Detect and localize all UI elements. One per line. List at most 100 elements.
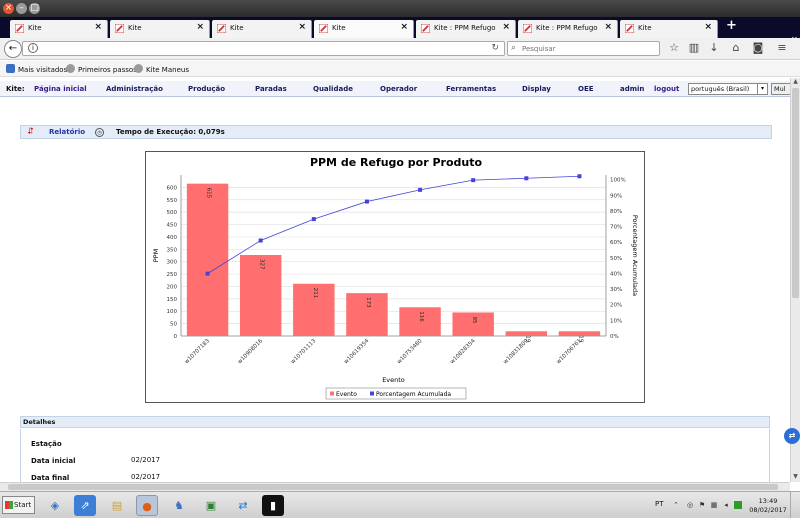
browser-tab[interactable]: Kite × [620,20,718,38]
reload-icon[interactable]: ↻ [491,43,499,53]
tray-app-icon[interactable]: ◎ [686,501,694,509]
multi-button[interactable]: Mul [771,83,790,95]
chart-title: PPM de Refugo por Produto [310,156,483,169]
taskbar-terminal-icon[interactable]: ▮ [262,495,284,516]
bookmark-star-icon[interactable]: ☆ [669,41,679,54]
chart-bar [399,307,441,336]
browser-tab[interactable]: Kite × [212,20,312,38]
window-title-bar: × – □ [0,0,800,17]
browser-tab[interactable]: Kite : PPM Refugo × [416,20,516,38]
tab-close-icon[interactable]: × [604,22,612,32]
downloads-icon[interactable]: ↓ [709,41,719,54]
browser-tab-strip: Kite × Kite × Kite × Kite × Kite : PPM R… [0,17,800,44]
vertical-scroll-thumb[interactable] [792,88,799,298]
menu-item-quality[interactable]: Qualidade [313,85,353,93]
library-icon[interactable]: ▥ [688,41,700,54]
window-close-button[interactable]: × [3,3,14,14]
tab-close-icon[interactable]: × [502,22,510,32]
chart-bar [452,312,494,336]
taskbar-firefox-icon[interactable]: ● [136,495,158,516]
cumulative-point [364,199,369,204]
taskbar-clock[interactable]: 13:49 08/02/2017 [749,497,787,514]
bar-data-label: 19 [524,335,530,342]
new-tab-button[interactable]: + [726,18,737,33]
bookmark-item[interactable]: Primeiros passos [66,64,137,74]
y-tick-label: 300 [167,260,178,266]
bar-data-label: 116 [418,311,424,322]
browser-tab[interactable]: Kite × [110,20,210,38]
y-tick-label: 0 [174,334,178,340]
language-select[interactable]: português (Brasil) ▾ [688,83,768,95]
menu-item-administration[interactable]: Administração [106,85,163,93]
taskbar-ie-icon[interactable]: ◈ [50,499,60,512]
bookmark-item[interactable]: Mais visitados [6,64,67,74]
menu-item-logout[interactable]: logout [654,85,680,93]
show-desktop-button[interactable] [790,492,800,518]
bar-data-label: 95 [471,316,477,323]
search-bar[interactable]: ⌕ [507,41,660,56]
globe-icon [134,64,143,73]
menu-item-home[interactable]: Página inicial [34,85,87,93]
browser-tab[interactable]: Kite × [10,20,108,38]
pdf-icon[interactable]: ⮃ [27,127,35,137]
menu-item-production[interactable]: Produção [188,85,226,93]
tray-app-icon[interactable]: ⚑ [698,501,706,509]
back-button[interactable]: ← [4,40,22,58]
menu-item-tools[interactable]: Ferramentas [446,85,497,93]
horizontal-scrollbar[interactable] [0,482,790,491]
tray-volume-icon[interactable]: ◂ [724,501,728,509]
menu-item-stops[interactable]: Paradas [255,85,287,93]
pocket-icon[interactable]: ◙ [752,41,764,54]
x-tick-label: w10619354 [343,338,371,366]
tray-network-icon[interactable]: ▦ [710,501,718,509]
menu-item-oee[interactable]: OEE [578,85,594,93]
y2-tick-label: 40% [610,271,622,277]
y-tick-label: 550 [167,198,178,204]
menu-item-operator[interactable]: Operador [380,85,418,93]
tab-close-icon[interactable]: × [94,22,102,32]
chart-bar [293,283,335,336]
horizontal-scroll-thumb[interactable] [8,484,778,490]
home-icon[interactable]: ⌂ [732,41,740,54]
browser-tab[interactable]: Kite : PPM Refugo × [518,20,618,38]
clock-icon: ◷ [95,128,104,137]
scroll-up-icon[interactable]: ▲ [793,78,798,85]
url-bar[interactable]: i ↻ [22,41,505,56]
tab-close-icon[interactable]: × [298,22,306,32]
menu-item-display[interactable]: Display [522,85,551,93]
search-input[interactable] [522,43,652,54]
taskbar-app-icon[interactable]: ▣ [205,499,217,512]
tray-language[interactable]: PT [655,500,664,508]
scroll-down-icon[interactable]: ▼ [793,473,798,480]
x-axis-label: Evento [382,376,405,384]
chart-bar [239,255,282,336]
y-tick-label: 450 [167,223,178,229]
tab-close-icon[interactable]: × [400,22,408,32]
taskbar-postgres-icon[interactable]: ♞ [174,499,184,512]
bookmark-item[interactable]: Kite Maneus [134,64,189,74]
teamviewer-widget-icon[interactable]: ⇄ [784,428,800,444]
menu-hamburger-icon[interactable]: ≡ [777,41,787,54]
y2-tick-label: 20% [610,303,622,309]
menu-item-admin[interactable]: admin [620,85,645,93]
kite-favicon-icon [115,24,124,33]
x-tick-label: w10828354 [449,338,477,366]
taskbar-explorer-icon[interactable]: ▤ [111,499,123,512]
chevron-down-icon: ▾ [757,84,767,94]
tray-chevron-icon[interactable]: ⌃ [673,501,679,509]
cumulative-point [205,271,210,276]
windows-logo-icon [5,501,13,509]
window-minimize-button[interactable]: – [16,3,27,14]
tab-close-icon[interactable]: × [196,22,204,32]
window-maximize-button[interactable]: □ [29,3,40,14]
taskbar-remote-icon[interactable]: ⇗ [74,495,96,516]
tray-status-icon[interactable] [734,501,742,509]
start-button[interactable]: Start [2,496,35,514]
report-link[interactable]: Relatório [49,128,86,136]
browser-tab-active[interactable]: Kite × [314,20,414,38]
taskbar-teamviewer-icon[interactable]: ⇄ [238,499,248,512]
detail-value-end-date: 02/2017 [131,473,161,481]
tab-close-icon[interactable]: × [704,22,712,32]
vertical-scrollbar[interactable]: ▲ ▼ [790,78,800,482]
site-info-icon[interactable]: i [28,43,38,53]
